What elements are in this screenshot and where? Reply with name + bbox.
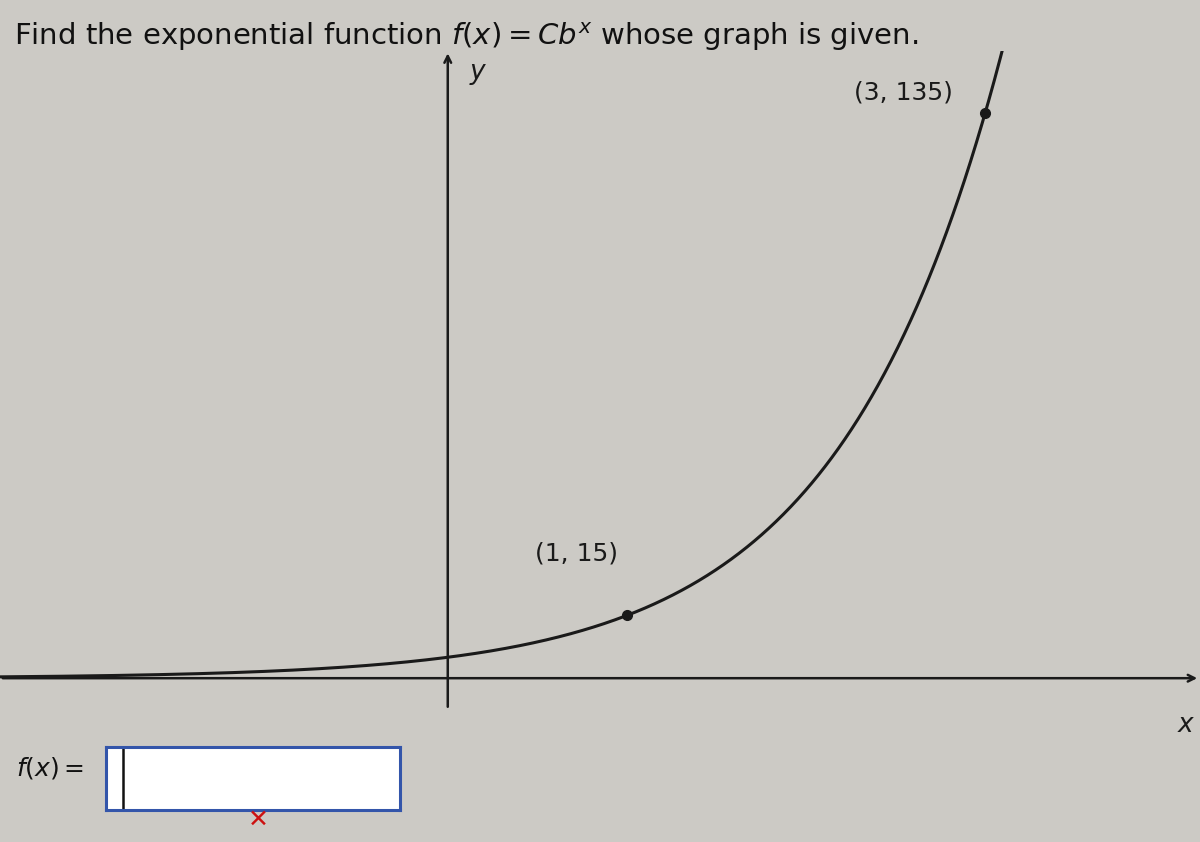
Text: Find the exponential function $f(x) = Cb^x$ whose graph is given.: Find the exponential function $f(x) = Cb… — [14, 21, 919, 53]
Text: x: x — [1178, 711, 1194, 738]
Text: ✕: ✕ — [247, 807, 269, 832]
Text: y: y — [469, 59, 485, 85]
Text: (1, 15): (1, 15) — [535, 541, 618, 565]
Text: $f(x) =$: $f(x) =$ — [16, 755, 84, 781]
Text: (3, 135): (3, 135) — [854, 81, 953, 105]
